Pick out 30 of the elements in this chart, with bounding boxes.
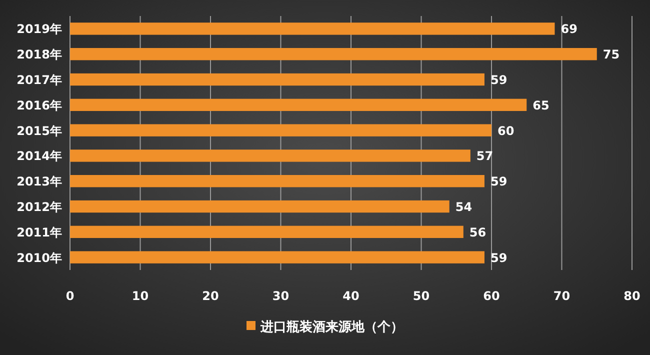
data-label: 75 (602, 48, 620, 62)
x-tick-label: 0 (66, 289, 74, 303)
data-label: 59 (490, 250, 508, 265)
y-tick-label: 2012年 (16, 200, 62, 214)
data-label: 57 (476, 149, 494, 164)
y-tick-label: 2015年 (16, 124, 62, 138)
y-tick-label: 2011年 (16, 225, 62, 240)
x-tick-label: 40 (342, 289, 360, 303)
x-tick-label: 50 (412, 289, 430, 303)
y-tick-label: 2017年 (16, 73, 62, 87)
x-tick-label: 60 (483, 289, 500, 303)
data-label: 59 (490, 174, 508, 189)
x-tick-label: 20 (202, 289, 219, 303)
data-label: 69 (560, 22, 578, 36)
data-label: 60 (498, 124, 514, 138)
y-tick-label: 2019年 (16, 22, 62, 36)
legend-label: 进口瓶装酒来源地（个） (260, 319, 404, 335)
x-tick-label: 80 (624, 289, 640, 303)
y-tick-label: 2010年 (16, 250, 62, 265)
y-tick-label: 2016年 (16, 98, 62, 112)
data-label: 56 (469, 225, 486, 240)
x-tick-label: 10 (132, 289, 149, 303)
y-tick-label: 2013年 (16, 174, 62, 189)
x-tick-label: 70 (553, 289, 570, 303)
y-tick-label: 2014年 (16, 149, 62, 164)
data-label: 54 (455, 200, 472, 214)
x-tick-label: 30 (272, 289, 290, 303)
y-tick-label: 2018年 (16, 48, 62, 62)
data-label: 65 (532, 98, 550, 112)
data-label: 59 (490, 73, 508, 87)
